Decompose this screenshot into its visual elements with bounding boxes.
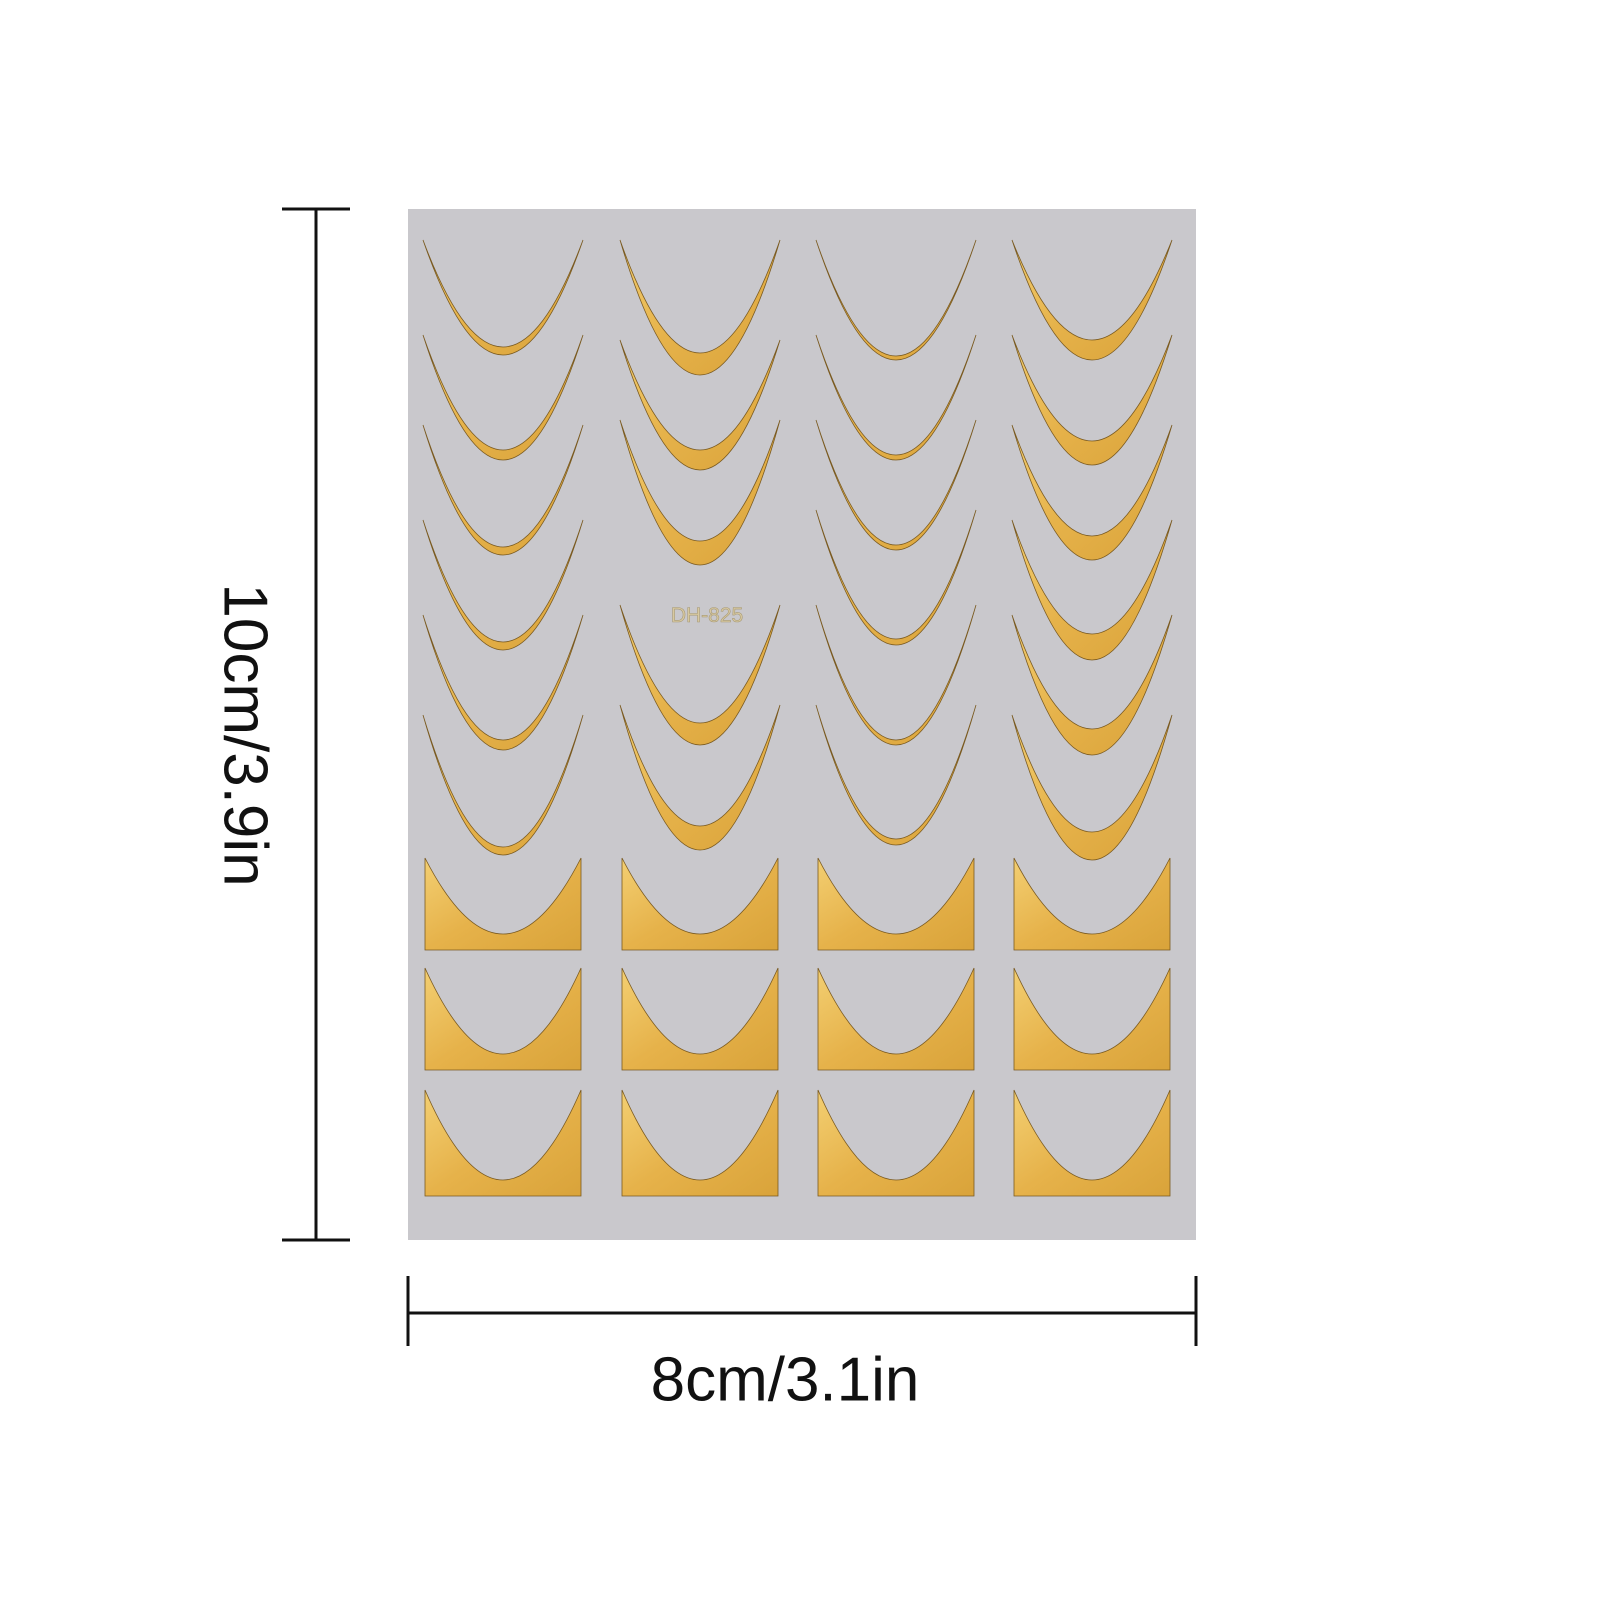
- square-tip-sticker: [621, 857, 779, 951]
- square-tip-sticker: [621, 1089, 779, 1197]
- crescent-sticker: [422, 334, 584, 461]
- crescent-sticker: [619, 419, 781, 566]
- crescent-sticker: [619, 239, 781, 376]
- crescent-sticker: [619, 339, 781, 471]
- crescent-sticker: [815, 704, 977, 846]
- crescent-sticker: [1011, 424, 1173, 561]
- crescent-sticker: [619, 604, 781, 746]
- crescent-sticker: [815, 334, 977, 461]
- width-label: 8cm/3.1in: [650, 1345, 920, 1415]
- crescent-sticker: [422, 714, 584, 856]
- crescent-sticker: [422, 519, 584, 651]
- sticker-sheet: [408, 209, 1196, 1240]
- crescent-sticker: [1011, 714, 1173, 861]
- square-tip-sticker: [817, 857, 975, 951]
- square-tip-sticker: [817, 967, 975, 1071]
- crescent-sticker: [1011, 614, 1173, 756]
- square-tip-sticker: [1013, 1089, 1171, 1197]
- square-tip-sticker: [424, 1089, 582, 1197]
- crescent-sticker: [1011, 334, 1173, 466]
- crescent-sticker: [619, 704, 781, 851]
- crescent-sticker: [422, 614, 584, 751]
- square-tip-sticker: [1013, 967, 1171, 1071]
- crescent-sticker: [422, 239, 584, 356]
- height-dimension-line: [282, 207, 350, 1242]
- crescent-sticker: [1011, 239, 1173, 361]
- sticker-group: [422, 239, 1173, 1197]
- square-tip-sticker: [424, 857, 582, 951]
- crescent-sticker: [815, 604, 977, 746]
- height-label: 10cm/3.9in: [210, 583, 280, 887]
- square-tip-sticker: [621, 967, 779, 1071]
- crescent-sticker: [422, 424, 584, 556]
- product-code-label: DH-825: [671, 604, 743, 627]
- width-dimension-line: [406, 1276, 1198, 1346]
- crescent-sticker: [1011, 519, 1173, 661]
- square-tip-sticker: [1013, 857, 1171, 951]
- crescent-sticker: [815, 419, 977, 551]
- crescent-sticker: [815, 509, 977, 646]
- square-tip-sticker: [424, 967, 582, 1071]
- crescent-sticker: [815, 239, 977, 361]
- square-tip-sticker: [817, 1089, 975, 1197]
